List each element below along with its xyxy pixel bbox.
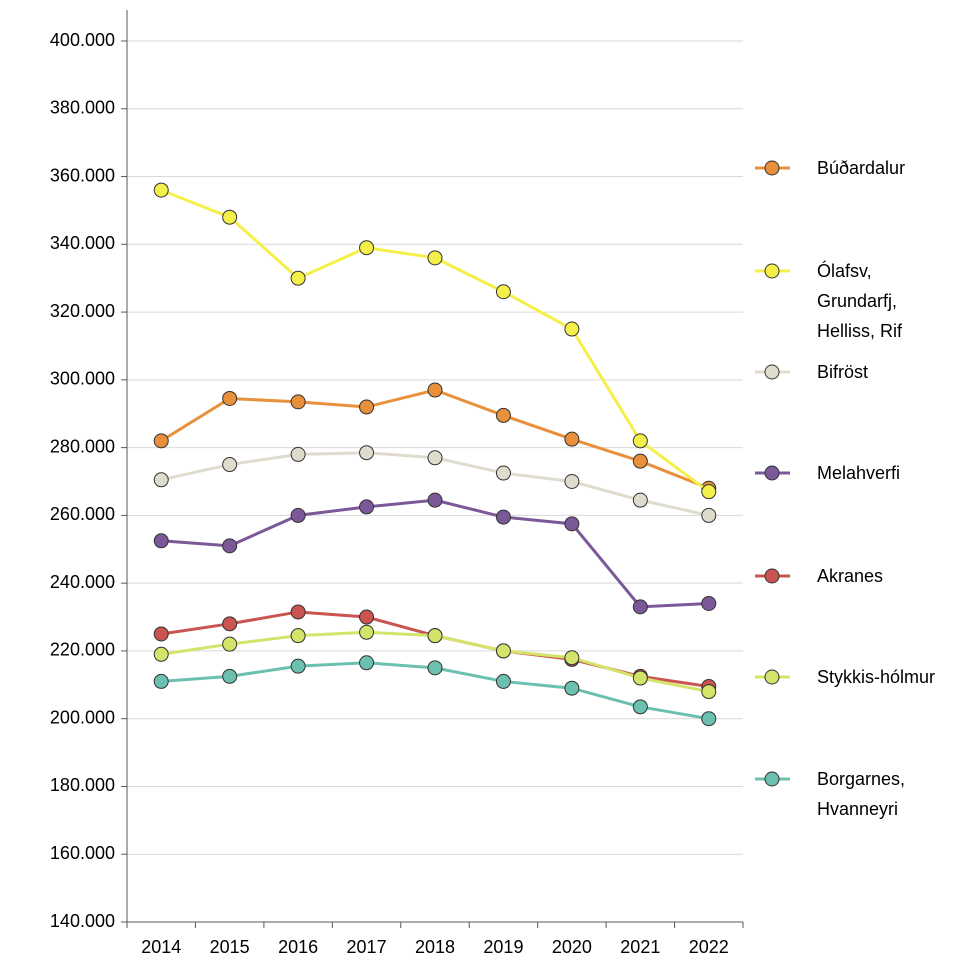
point: [427, 250, 443, 266]
point: [359, 499, 375, 515]
point: [564, 650, 580, 666]
point: [359, 624, 375, 640]
x-tick-label: 2014: [141, 937, 181, 957]
point: [564, 474, 580, 489]
point: [290, 658, 306, 674]
point: [495, 643, 511, 659]
point: [153, 472, 169, 488]
y-tick-label: 220.000: [50, 640, 115, 660]
point: [359, 445, 375, 461]
point: [290, 394, 306, 410]
point: [632, 453, 648, 469]
y-tick-label: 360.000: [50, 165, 115, 185]
point: [153, 533, 169, 549]
point: [564, 680, 580, 696]
point: [153, 433, 169, 449]
legend-label: Stykkis-hólmur: [817, 667, 936, 687]
series-line: [161, 498, 709, 609]
x-tick-label: 2022: [689, 937, 729, 957]
legend-marker: [764, 568, 780, 584]
legend-label: Búðardalur: [817, 158, 906, 178]
point: [632, 599, 648, 615]
point: [701, 595, 717, 611]
y-tick-label: 140.000: [50, 911, 115, 931]
x-tick-label: 2020: [552, 937, 592, 957]
point: [564, 321, 580, 337]
point: [701, 484, 717, 500]
point: [632, 670, 648, 686]
legend-marker: [764, 263, 780, 279]
point: [222, 209, 238, 225]
x-tick-label: 2015: [210, 937, 250, 957]
point: [222, 668, 238, 684]
point: [427, 628, 443, 644]
x-tick-label: 2021: [620, 937, 660, 957]
point: [632, 492, 648, 508]
legend-marker: [764, 669, 780, 685]
point: [701, 711, 717, 727]
point: [427, 660, 443, 676]
y-tick-label: 240.000: [50, 572, 115, 592]
y-tick-label: 380.000: [50, 98, 115, 118]
point: [290, 446, 306, 462]
point: [359, 655, 375, 671]
point: [359, 240, 375, 256]
legend-label: Ólafsv, Grundarfj, Helliss, Rif: [817, 261, 903, 341]
series-line: [160, 388, 710, 490]
point: [495, 284, 511, 300]
point: [222, 636, 238, 652]
point: [222, 390, 238, 406]
legend-marker: [764, 771, 780, 787]
point: [222, 538, 238, 554]
point: [359, 399, 375, 415]
point: [564, 516, 580, 532]
point: [290, 270, 306, 286]
legend-marker: [764, 160, 780, 176]
point: [290, 604, 306, 620]
point: [153, 182, 169, 198]
x-tick-label: 2019: [483, 937, 523, 957]
point: [701, 684, 717, 700]
x-tick-label: 2018: [415, 937, 455, 957]
point: [290, 628, 306, 644]
y-tick-label: 200.000: [50, 707, 115, 727]
point: [632, 433, 648, 449]
point: [564, 431, 580, 447]
point: [427, 450, 443, 466]
point: [495, 509, 511, 525]
series-line: [160, 188, 710, 493]
point: [427, 492, 443, 508]
point: [222, 457, 238, 473]
y-tick-label: 160.000: [50, 843, 115, 863]
x-tick-label: 2017: [347, 937, 387, 957]
point: [495, 407, 511, 423]
x-tick-label: 2016: [278, 937, 318, 957]
point: [222, 616, 238, 632]
point: [290, 507, 306, 523]
y-tick-label: 320.000: [50, 301, 115, 321]
legend-label: Melahverfi: [817, 463, 901, 483]
point: [427, 382, 443, 398]
point: [701, 507, 717, 523]
y-tick-label: 300.000: [50, 369, 115, 389]
point: [495, 465, 511, 481]
point: [153, 626, 169, 642]
legend-marker: [764, 364, 780, 380]
point: [632, 699, 648, 715]
y-tick-label: 340.000: [50, 233, 115, 253]
point: [153, 673, 169, 689]
y-tick-label: 280.000: [50, 436, 115, 456]
legend-marker: [764, 465, 780, 481]
legend-label: Bifröst: [817, 362, 869, 382]
y-tick-label: 400.000: [50, 30, 115, 50]
legend-label: Akranes: [817, 566, 884, 586]
point: [495, 673, 511, 689]
y-tick-label: 180.000: [50, 775, 115, 795]
point: [359, 609, 375, 625]
point: [153, 646, 169, 662]
legend-label: Borgarnes, Hvanneyri: [817, 769, 906, 819]
y-tick-label: 260.000: [50, 504, 115, 524]
